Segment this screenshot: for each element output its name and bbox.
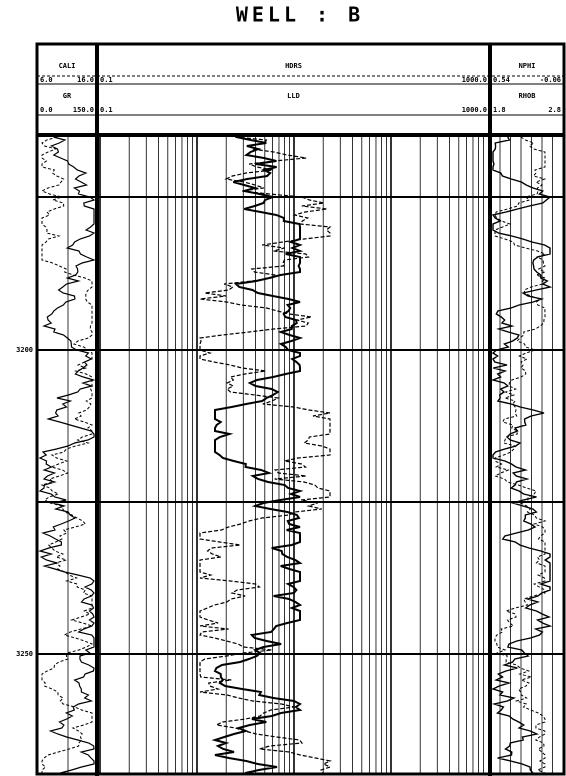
scale-min: 1.8 [493,106,506,114]
curve-name: CALI [59,62,76,70]
scale-max: 1000.0 [462,106,487,114]
scale-max: -0.06 [540,76,561,84]
depth-label: 3250 [16,650,33,658]
scale-min: 0.54 [493,76,510,84]
scale-max: 2.8 [548,106,561,114]
scale-min: 0.1 [100,106,113,114]
scale-max: 16.0 [77,76,94,84]
curve-name: RHOB [519,92,536,100]
scale-min: 6.0 [40,76,53,84]
curve-name: NPHI [519,62,536,70]
log-curve [199,136,332,774]
title: WELL : B [236,3,364,27]
curve-name: LLD [287,92,300,100]
depth-label: 3200 [16,346,33,354]
log-curve [37,136,96,774]
scale-max: 150.0 [73,106,94,114]
curve-name: HDRS [285,62,302,70]
log-curve [493,136,547,774]
curve-name: GR [63,92,72,100]
scale-min: 0.1 [100,76,113,84]
scale-min: 0.0 [40,106,53,114]
log-curve [490,136,553,774]
scale-max: 1000.0 [462,76,487,84]
log-curve [40,136,94,773]
frame [35,42,566,776]
log-curve [211,136,304,774]
